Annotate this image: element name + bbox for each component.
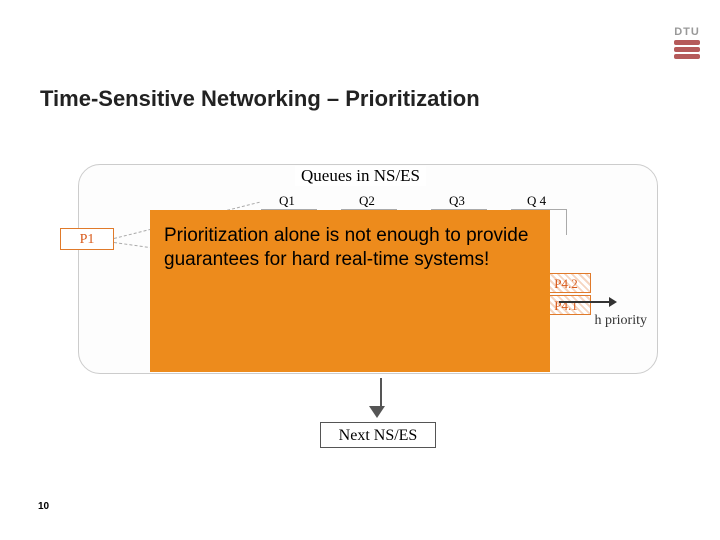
queue-label: Q3 [449,193,465,209]
callout-box: Prioritization alone is not enough to pr… [150,210,550,372]
page-number: 10 [38,501,49,512]
queue-label: Q2 [359,193,375,209]
p1-box: P1 [60,228,114,250]
queue-label: Q1 [279,193,295,209]
arrow-down-icon [376,378,385,418]
priority-label: h priority [595,313,648,329]
diagram-area: Queues in NS/ES Q1 Q2 Q3 Q 4 P4.2 P4.1 h… [60,148,660,448]
callout-text: Prioritization alone is not enough to pr… [164,224,538,272]
logo-text: DTU [674,26,700,38]
dtu-logo: DTU [674,26,700,61]
next-node-box: Next NS/ES [320,422,436,448]
arrow-right-icon [559,301,609,303]
queue-label: Q 4 [527,193,546,209]
logo-bars-icon [674,40,700,59]
slide-title: Time-Sensitive Networking – Prioritizati… [40,86,480,112]
queues-panel-title: Queues in NS/ES [295,166,426,186]
